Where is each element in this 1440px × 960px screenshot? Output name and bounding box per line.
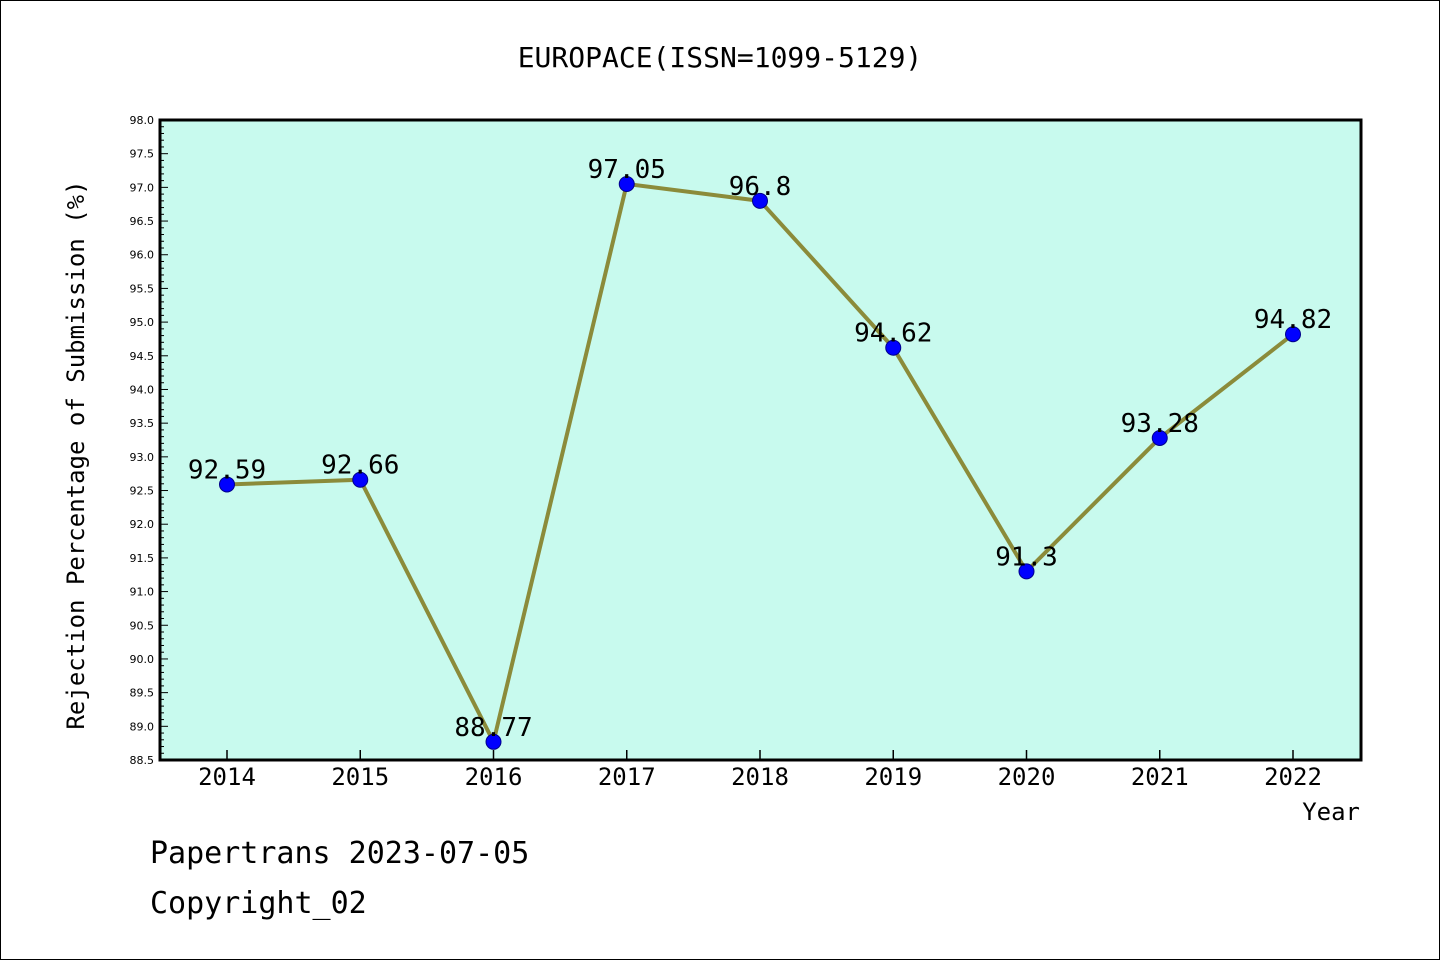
data-point xyxy=(352,471,369,488)
data-point xyxy=(752,192,768,209)
y-tick-label: 98.0 xyxy=(130,114,155,127)
y-tick-label: 92.0 xyxy=(130,518,155,531)
y-tick-label: 93.5 xyxy=(130,417,155,430)
x-tick-label: 2016 xyxy=(465,763,523,791)
y-tick-label: 95.0 xyxy=(130,316,155,329)
x-tick-label: 2018 xyxy=(731,763,789,791)
y-tick-label: 91.5 xyxy=(130,552,155,565)
y-tick-label: 91.0 xyxy=(130,586,155,599)
data-label: 97.05 xyxy=(588,155,666,185)
y-tick-label: 96.0 xyxy=(130,249,155,262)
x-axis-label: Year xyxy=(1302,798,1360,826)
data-label: 92.66 xyxy=(321,451,399,481)
y-tick-label: 95.5 xyxy=(130,282,155,295)
x-tick-label: 2019 xyxy=(864,763,922,791)
data-label: 94.62 xyxy=(854,319,932,349)
y-tick-label: 90.5 xyxy=(130,619,155,632)
y-tick-label: 94.0 xyxy=(130,383,155,396)
plot-area xyxy=(158,118,1363,762)
footer-copyright: Copyright_02 xyxy=(150,886,367,921)
data-point xyxy=(1285,326,1301,343)
data-label: 92.59 xyxy=(188,455,266,485)
x-tick-label: 2015 xyxy=(331,763,389,791)
series-markers xyxy=(219,176,1301,750)
y-tick-label: 97.5 xyxy=(130,148,155,161)
y-tick-label: 97.0 xyxy=(130,181,155,194)
data-label: 96.8 xyxy=(729,172,792,202)
y-tick-label: 88.5 xyxy=(130,754,155,767)
x-tick-label: 2020 xyxy=(998,763,1056,791)
x-tick-label: 2022 xyxy=(1264,763,1322,791)
x-axis-ticks: 2014 2015 2016 2017 2018 2019 2020 2021 2022 xyxy=(198,750,1322,791)
y-tick-label: 93.0 xyxy=(130,451,155,464)
data-point xyxy=(885,339,902,356)
y-axis-label: Rejection Percentage of Submission (%) xyxy=(62,180,90,729)
x-tick-label: 2017 xyxy=(598,763,656,791)
data-labels: 92.59 92.66 88.77 97.05 96.8 94.62 91.3 93.28 94… xyxy=(188,155,1332,743)
data-point xyxy=(618,176,635,192)
y-tick-label: 90.0 xyxy=(130,653,155,666)
data-point xyxy=(485,733,502,750)
data-point xyxy=(1151,429,1168,446)
footer-papertrans: Papertrans 2023-07-05 xyxy=(150,836,530,871)
y-axis-ticks: 88.5 89.0 89.5 90.0 90.5 91.0 91.5 92.0 92.5 93.0… xyxy=(130,114,168,767)
y-tick-label: 94.5 xyxy=(130,350,155,363)
chart-title: EUROPACE(ISSN=1099-5129) xyxy=(518,41,923,74)
y-tick-label: 92.5 xyxy=(130,485,155,498)
data-label: 88.77 xyxy=(454,713,532,743)
x-tick-label: 2014 xyxy=(198,763,256,791)
y-tick-label: 96.5 xyxy=(130,215,155,228)
data-label: 93.28 xyxy=(1121,409,1199,439)
data-point xyxy=(1018,563,1035,580)
data-point xyxy=(219,476,235,493)
x-tick-label: 2021 xyxy=(1131,763,1189,791)
y-tick-label: 89.0 xyxy=(130,720,155,733)
y-tick-label: 89.5 xyxy=(130,687,155,700)
data-label: 94.82 xyxy=(1254,305,1332,335)
data-label: 91.3 xyxy=(995,542,1058,572)
